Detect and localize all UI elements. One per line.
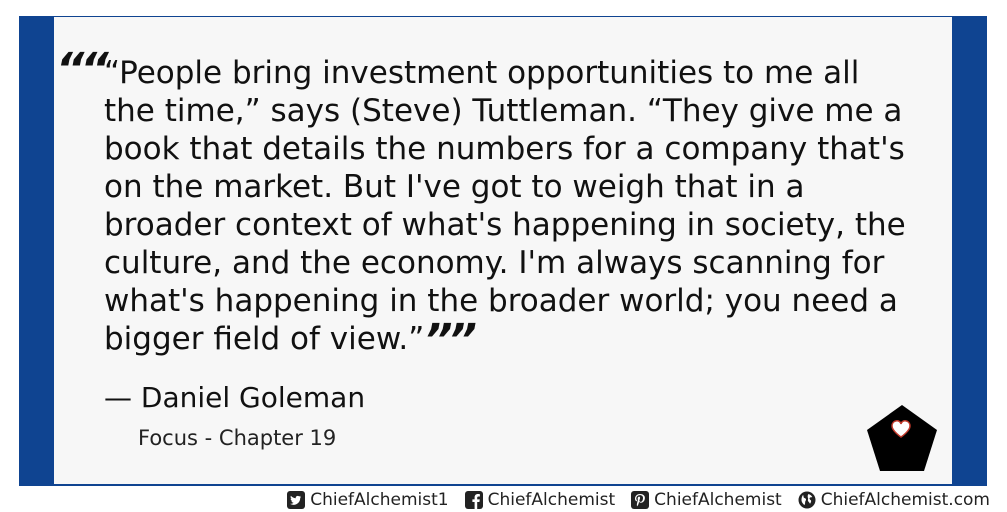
quote-card bbox=[19, 16, 987, 486]
twitter-handle: ChiefAlchemist1 bbox=[310, 490, 449, 510]
pentagon-heart-icon bbox=[867, 405, 937, 471]
twitter-link[interactable]: ChiefAlchemist1 bbox=[287, 490, 449, 510]
website-link[interactable]: ChiefAlchemist.com bbox=[798, 490, 990, 510]
pinterest-link[interactable]: ChiefAlchemist bbox=[631, 490, 782, 510]
website-url: ChiefAlchemist.com bbox=[820, 490, 990, 510]
pinterest-icon bbox=[631, 491, 650, 509]
book-title: Focus - Chapter 19 bbox=[138, 426, 337, 450]
quote-text: “People bring investment opportunities t… bbox=[104, 54, 914, 363]
facebook-link[interactable]: ChiefAlchemist bbox=[464, 490, 616, 510]
close-quote-mark: ”” bbox=[424, 315, 477, 366]
twitter-icon bbox=[287, 491, 306, 509]
author-name: — Daniel Goleman bbox=[104, 381, 366, 414]
pinterest-handle: ChiefAlchemist bbox=[654, 490, 782, 510]
facebook-handle: ChiefAlchemist bbox=[487, 490, 616, 510]
open-quote-mark: ““ bbox=[56, 44, 109, 95]
globe-icon bbox=[798, 491, 816, 509]
footer-social-links: ChiefAlchemist1 ChiefAlchemist ChiefAlch… bbox=[287, 488, 990, 512]
facebook-icon bbox=[464, 491, 483, 509]
quote-body: “People bring investment opportunities t… bbox=[104, 55, 906, 357]
